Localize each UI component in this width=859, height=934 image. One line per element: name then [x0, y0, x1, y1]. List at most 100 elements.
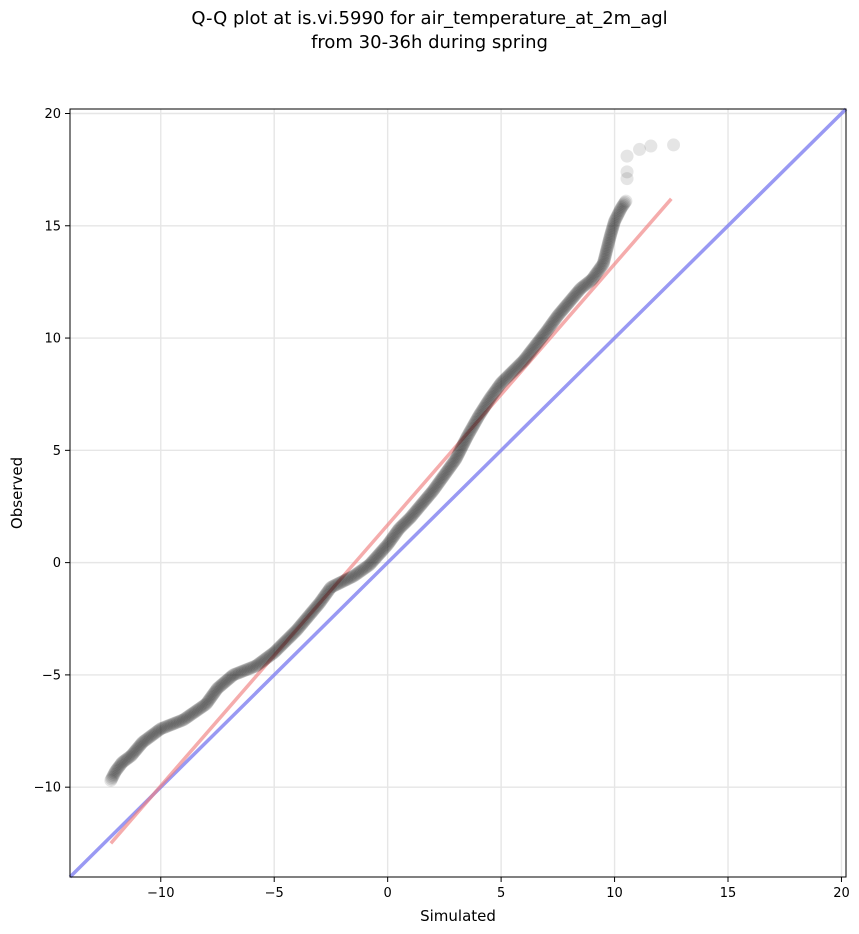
qq-point	[400, 514, 414, 528]
qq-point	[249, 659, 263, 673]
qq-point	[300, 611, 314, 625]
qq-point	[447, 455, 461, 469]
qq-point	[182, 709, 196, 723]
qq-point	[425, 485, 439, 499]
qq-point	[212, 680, 226, 694]
qq-point	[241, 662, 255, 676]
qq-point	[308, 601, 322, 615]
qq-point	[521, 348, 535, 362]
qq-point	[436, 469, 450, 483]
qq-point	[125, 748, 139, 762]
qq-point	[204, 691, 218, 705]
qq-point	[527, 341, 541, 355]
qq-point	[157, 721, 171, 735]
qq-point	[337, 574, 351, 588]
qq-point	[463, 426, 477, 440]
qq-point	[443, 460, 457, 474]
qq-point	[299, 612, 313, 626]
qq-point	[492, 379, 506, 393]
qq-point	[304, 606, 318, 620]
qq-point	[232, 665, 246, 679]
qq-point	[612, 205, 626, 219]
qq-point	[533, 333, 547, 347]
qq-point	[456, 438, 470, 452]
qq-point	[375, 544, 389, 558]
qq-point	[352, 565, 366, 579]
qq-point	[431, 477, 445, 491]
qq-point	[124, 749, 138, 763]
qq-point	[600, 243, 614, 257]
qq-point	[275, 638, 289, 652]
qq-point	[139, 732, 153, 746]
qq-point	[532, 334, 546, 348]
qq-point	[428, 481, 442, 495]
qq-point	[370, 550, 384, 564]
qq-point	[207, 687, 221, 701]
qq-point	[602, 235, 616, 249]
qq-point	[253, 656, 267, 670]
qq-point	[419, 492, 433, 506]
qq-point	[252, 657, 266, 671]
qq-point	[149, 726, 163, 740]
qq-point	[415, 497, 429, 511]
qq-point	[464, 423, 478, 437]
qq-point	[184, 707, 198, 721]
qq-point	[331, 577, 345, 591]
qq-point	[608, 214, 622, 228]
qq-point	[478, 399, 492, 413]
qq-point	[454, 442, 468, 456]
qq-point	[557, 301, 571, 315]
qq-point	[459, 433, 473, 447]
qq-point	[365, 555, 379, 569]
qq-point	[392, 522, 406, 536]
qq-point	[594, 260, 608, 274]
qq-point	[259, 651, 273, 665]
qq-point	[116, 755, 130, 769]
qq-point	[505, 365, 519, 379]
qq-point	[508, 362, 522, 376]
qq-point	[379, 540, 393, 554]
qq-point	[509, 361, 523, 375]
qq-point	[603, 230, 617, 244]
qq-point	[416, 496, 430, 510]
qq-point	[293, 619, 307, 633]
qq-point	[136, 735, 150, 749]
qq-point	[386, 530, 400, 544]
qq-point	[303, 607, 317, 621]
qq-point	[123, 750, 137, 764]
qq-point	[351, 566, 365, 580]
qq-point	[387, 528, 401, 542]
qq-point	[229, 667, 243, 681]
qq-point	[367, 553, 381, 567]
qq-point	[345, 570, 359, 584]
qq-point	[550, 310, 564, 324]
reference-lines	[68, 107, 848, 879]
qq-point	[265, 647, 279, 661]
qq-point	[235, 664, 249, 678]
qq-point	[141, 731, 155, 745]
qq-point	[286, 626, 300, 640]
qq-point	[203, 692, 217, 706]
qq-point	[289, 624, 303, 638]
y-axis-label: Observed	[8, 457, 26, 529]
qq-point	[413, 500, 427, 514]
qq-point	[371, 548, 385, 562]
qq-point	[575, 281, 589, 295]
qq-point	[667, 138, 681, 152]
qq-point	[261, 650, 275, 664]
qq-point	[454, 441, 468, 455]
qq-point	[161, 719, 175, 733]
qq-point	[394, 520, 408, 534]
qq-point	[312, 597, 326, 611]
qq-point	[316, 591, 330, 605]
qq-point	[315, 592, 329, 606]
qq-point	[175, 713, 189, 727]
x-tick-label: −10	[147, 886, 174, 901]
qq-point	[603, 232, 617, 246]
qq-point	[417, 495, 431, 509]
qq-point	[284, 629, 298, 643]
qq-point	[276, 636, 290, 650]
qq-point	[302, 608, 316, 622]
x-tick-label: 5	[497, 886, 505, 901]
